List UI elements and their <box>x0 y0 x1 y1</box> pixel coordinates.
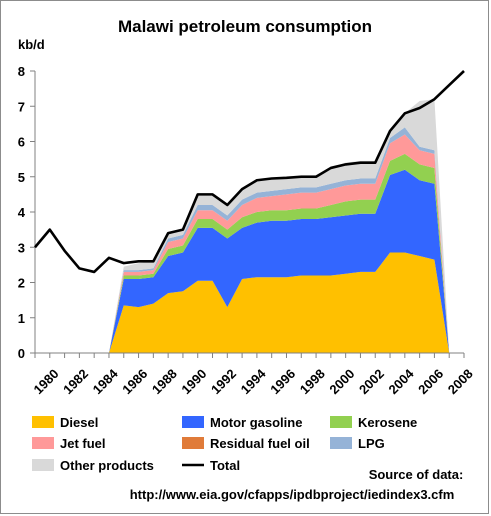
x-tick-label: 1984 <box>90 366 122 398</box>
x-tick-label: 1986 <box>119 366 150 397</box>
y-tick-label: 2 <box>18 276 25 291</box>
x-tick-label: 2000 <box>326 366 357 397</box>
y-tick-label: 6 <box>18 135 25 150</box>
area-diesel <box>35 252 464 353</box>
x-tick-label: 2004 <box>386 366 418 398</box>
legend-label-jet-fuel: Jet fuel <box>60 436 106 451</box>
x-tick-label: 1990 <box>178 366 209 397</box>
x-tick-label: 1992 <box>208 366 239 397</box>
y-tick-label: 1 <box>18 311 25 326</box>
y-tick-label: 4 <box>18 205 26 220</box>
legend-label-diesel: Diesel <box>60 415 98 430</box>
legend-label-kerosene: Kerosene <box>358 415 417 430</box>
area-motor-gasoline <box>35 169 464 353</box>
y-axis-unit-label: kb/d <box>18 37 45 52</box>
legend-swatch-other-products <box>32 459 54 471</box>
total-line-group <box>34 70 465 274</box>
area-lpg <box>35 127 464 354</box>
y-tick-label: 7 <box>18 99 25 114</box>
x-tick-label: 2008 <box>445 366 476 397</box>
x-tick-label: 2006 <box>415 366 446 397</box>
x-tick-label: 1998 <box>297 366 328 397</box>
source-label: Source of data: <box>369 467 464 482</box>
y-tick-label: 0 <box>18 346 25 361</box>
legend-swatch-jet-fuel <box>32 437 54 449</box>
x-tick-label: 2002 <box>356 366 387 397</box>
legend-swatch-lpg <box>330 437 352 449</box>
y-tick-label: 5 <box>18 170 25 185</box>
area-kerosene <box>35 153 464 353</box>
legend-swatch-kerosene <box>330 416 352 428</box>
total-line <box>34 70 465 274</box>
stacked-areas <box>35 99 464 354</box>
legend: Diesel Motor gasoline Kerosene Jet fuel Resi… <box>32 415 417 473</box>
legend-swatch-residual-fuel-oil <box>182 437 204 449</box>
legend-swatch-motor-gasoline <box>182 416 204 428</box>
legend-label-motor-gasoline: Motor gasoline <box>210 415 302 430</box>
x-tick-label: 1988 <box>149 366 180 397</box>
legend-label-other-products: Other products <box>60 458 154 473</box>
x-tick-label: 1996 <box>267 366 298 397</box>
x-tick-label: 1982 <box>60 366 91 397</box>
legend-swatch-diesel <box>32 416 54 428</box>
legend-label-lpg: LPG <box>358 436 385 451</box>
x-tick-label: 1980 <box>31 366 62 397</box>
source-url: http://www.eia.gov/cfapps/ipdbproject/ie… <box>130 487 455 502</box>
y-tick-label: 8 <box>18 64 25 79</box>
chart-title: Malawi petroleum consumption <box>118 17 372 36</box>
legend-label-total: Total <box>210 458 240 473</box>
legend-label-residual-fuel-oil: Residual fuel oil <box>210 436 310 451</box>
area-jet-fuel <box>35 134 464 353</box>
y-tick-label: 3 <box>18 240 25 255</box>
x-tick-label: 1994 <box>238 366 270 398</box>
